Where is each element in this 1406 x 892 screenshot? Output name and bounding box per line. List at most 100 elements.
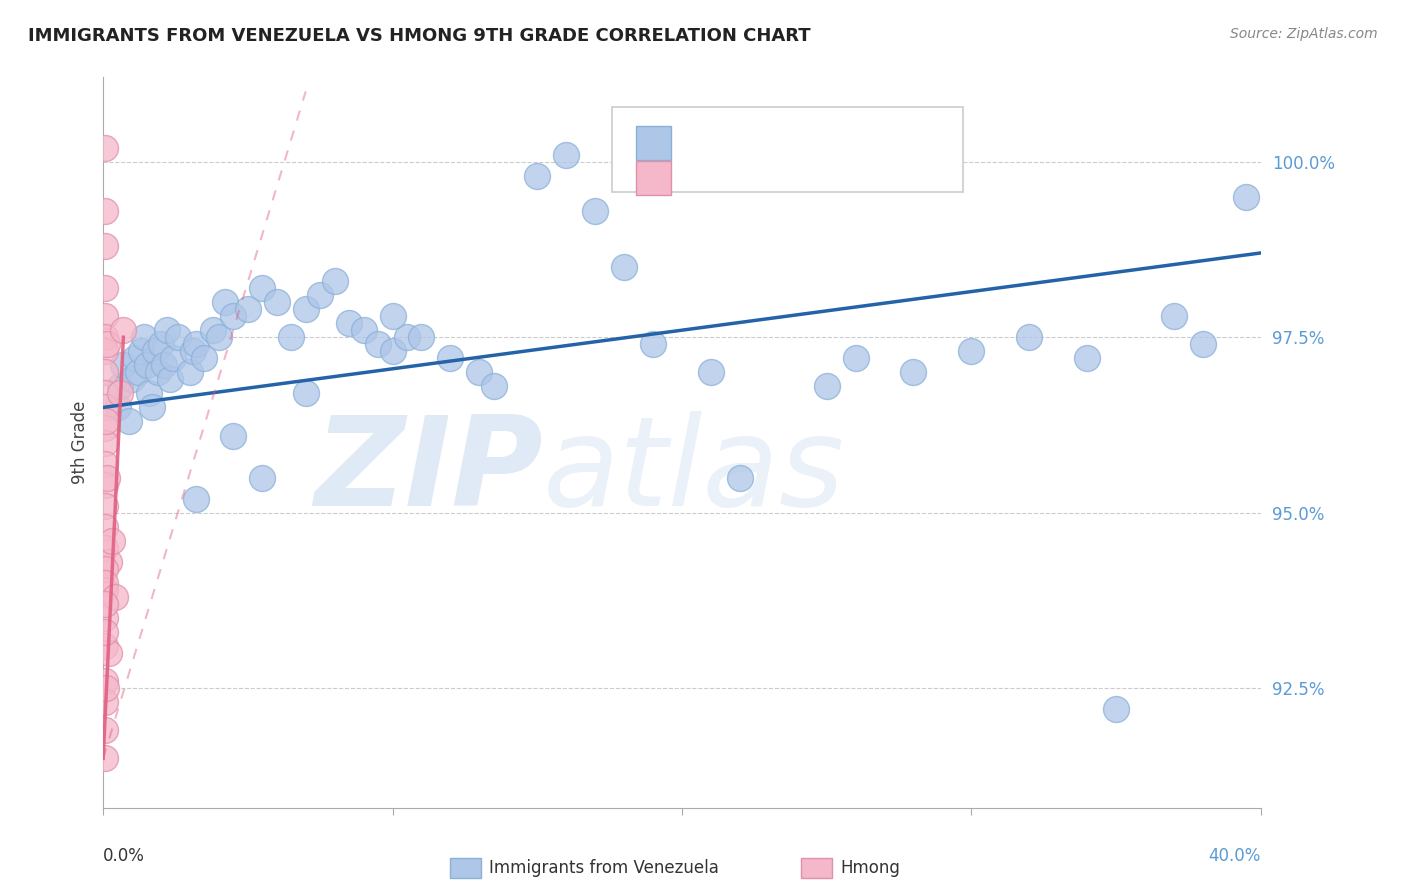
Point [93, 141, 115, 155]
Point [93, 562, 115, 576]
Point [153, 359, 176, 373]
Point [146, 365, 169, 379]
Text: R = 0.294   N = 66: R = 0.294 N = 66 [682, 135, 866, 153]
Point [583, 203, 606, 218]
Point [555, 147, 578, 161]
Point [468, 365, 491, 379]
Point [138, 386, 160, 401]
Point [127, 365, 149, 379]
Point [93, 582, 115, 597]
Point [323, 274, 346, 288]
Point [353, 323, 375, 337]
Point [101, 533, 124, 548]
Point [93, 239, 115, 253]
Point [381, 309, 404, 323]
Text: R =  0.115   N = 38: R = 0.115 N = 38 [682, 169, 873, 187]
Point [202, 323, 225, 337]
Point [93, 695, 115, 709]
Point [93, 309, 115, 323]
Point [93, 723, 115, 738]
Point [97, 646, 120, 660]
Point [93, 639, 115, 653]
Point [167, 330, 190, 344]
Point [179, 365, 201, 379]
Point [222, 428, 245, 442]
Text: 0.0%: 0.0% [103, 847, 145, 864]
Point [1018, 330, 1040, 344]
Point [93, 499, 115, 513]
Point [93, 281, 115, 295]
Point [294, 386, 316, 401]
Text: Immigrants from Venezuela: Immigrants from Venezuela [489, 859, 718, 877]
Point [815, 379, 838, 393]
Text: IMMIGRANTS FROM VENEZUELA VS HMONG 9TH GRADE CORRELATION CHART: IMMIGRANTS FROM VENEZUELA VS HMONG 9TH G… [28, 27, 811, 45]
Point [903, 365, 925, 379]
Point [93, 597, 115, 611]
Point [150, 337, 173, 351]
Point [222, 309, 245, 323]
Point [252, 470, 274, 484]
Point [482, 379, 505, 393]
Point [93, 751, 115, 765]
Point [121, 372, 143, 386]
Point [294, 302, 316, 317]
Point [94, 414, 117, 428]
Point [156, 323, 179, 337]
Point [93, 674, 115, 689]
Point [110, 379, 132, 393]
Point [132, 330, 155, 344]
Text: Source: ZipAtlas.com: Source: ZipAtlas.com [1230, 27, 1378, 41]
Point [162, 351, 184, 366]
Point [124, 351, 146, 366]
Point [1191, 337, 1213, 351]
Y-axis label: 9th Grade: 9th Grade [72, 401, 89, 484]
Point [93, 421, 115, 435]
Point [367, 337, 389, 351]
Point [184, 491, 207, 506]
Point [93, 330, 115, 344]
Point [94, 681, 117, 696]
Point [93, 457, 115, 471]
Point [411, 330, 433, 344]
Point [728, 470, 751, 484]
Point [93, 541, 115, 555]
Point [93, 365, 115, 379]
Point [93, 344, 115, 359]
Point [93, 477, 115, 491]
Point [1076, 351, 1098, 366]
Point [93, 435, 115, 450]
Point [700, 365, 723, 379]
Point [1105, 702, 1128, 716]
Point [97, 555, 120, 569]
Point [526, 169, 548, 183]
Point [613, 260, 636, 274]
Point [107, 401, 129, 415]
Point [1234, 190, 1257, 204]
Point [252, 281, 274, 295]
Point [118, 414, 141, 428]
Point [93, 401, 115, 415]
Point [129, 344, 152, 359]
Point [96, 337, 118, 351]
Point [135, 359, 157, 373]
Text: 40.0%: 40.0% [1208, 847, 1261, 864]
Point [96, 470, 118, 484]
Point [184, 337, 207, 351]
Point [844, 351, 866, 366]
Point [141, 401, 163, 415]
Text: Hmong: Hmong [841, 859, 901, 877]
Point [93, 203, 115, 218]
Point [93, 386, 115, 401]
Point [110, 386, 132, 401]
Point [960, 344, 983, 359]
Point [104, 590, 127, 604]
Point [93, 625, 115, 640]
Point [337, 316, 360, 330]
Point [641, 337, 664, 351]
Point [93, 576, 115, 591]
Point [236, 302, 259, 317]
Point [395, 330, 418, 344]
Text: atlas: atlas [543, 411, 845, 533]
Point [214, 295, 236, 310]
Point [193, 351, 215, 366]
